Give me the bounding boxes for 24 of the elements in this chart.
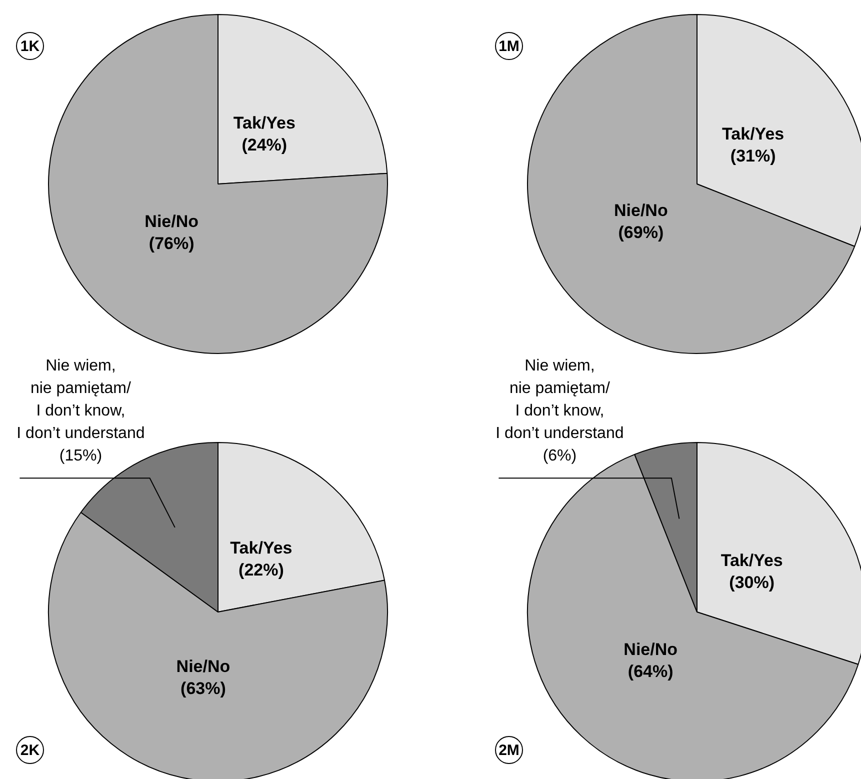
slice-label: Nie/No [176,656,230,676]
data-label: (15%) [59,448,102,464]
slice-label: Tak/Yes [233,113,296,132]
data-label: (63%) [180,678,226,698]
data-label: (76%) [148,234,194,254]
slice-label: Nie/No [614,200,668,220]
slice-label: Nie wiem, nie pamiętam/ I don’t know, I don’t understand [16,358,145,442]
data-label: (6%) [542,448,577,464]
slice-label: Nie wiem, nie pamiętam/ I don’t know, I don’t understand [496,358,624,442]
slice-label: Tak/Yes [722,124,784,144]
data-label: (24%) [242,135,288,154]
text: 1M [495,32,523,60]
data-label: (64%) [628,662,674,682]
data-label: (69%) [618,222,664,242]
slice-label: Tak/Yes [230,538,292,558]
data-label: (31%) [730,146,776,166]
slice-label: Nie/No [144,212,199,232]
data-label: (30%) [729,572,775,592]
text: 2K [16,736,44,764]
slice-label: Nie/No [624,640,678,660]
text: 1K [16,32,44,60]
data-label: (22%) [238,560,284,580]
text: 2M [495,736,523,764]
slice-label: Tak/Yes [720,550,783,570]
